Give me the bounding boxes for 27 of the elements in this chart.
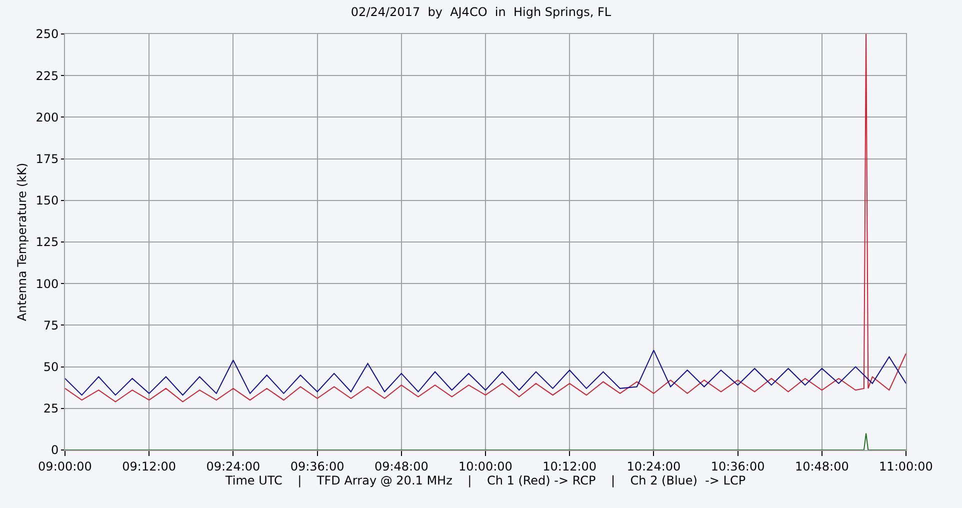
x-tick-label: 09:48:00 [374, 459, 428, 474]
chart-title: 02/24/2017 by AJ4CO in High Springs, FL [350, 5, 612, 20]
x-tick-label: 11:00:00 [879, 459, 933, 474]
x-tick-label: 10:24:00 [626, 459, 681, 474]
x-tick-label: 09:12:00 [122, 459, 176, 474]
x-tick-label: 10:12:00 [542, 459, 597, 474]
y-tick-label: 200 [36, 110, 59, 124]
y-tick-label: 75 [43, 318, 59, 332]
x-tick-label: 10:48:00 [794, 459, 849, 474]
y-tick-label: 0 [50, 443, 59, 458]
y-tick-label: 100 [36, 276, 59, 291]
y-tick-label: 50 [43, 360, 59, 374]
y-axis-title: Antenna Temperature (kK) [14, 162, 29, 322]
line-series [65, 34, 906, 402]
y-tick-label: 25 [43, 402, 59, 416]
x-tick-label: 09:36:00 [290, 459, 344, 474]
x-tick-label: 10:36:00 [710, 459, 765, 474]
y-tick-label: 150 [36, 194, 59, 208]
y-tick-label: 225 [36, 68, 59, 83]
x-tick-label: 09:00:00 [38, 459, 92, 474]
x-tick-label: 10:00:00 [458, 459, 512, 474]
x-axis-title: Time UTC | TFD Array @ 20.1 MHz | Ch 1 (Red) -> RCP | Ch 2 (Blue) -> LCP [224, 473, 746, 488]
y-tick-label: 250 [36, 27, 59, 42]
y-tick-label: 175 [36, 152, 59, 166]
y-tick-label: 125 [36, 235, 59, 250]
line-series [65, 350, 906, 396]
x-tick-label: 09:24:00 [206, 459, 260, 474]
